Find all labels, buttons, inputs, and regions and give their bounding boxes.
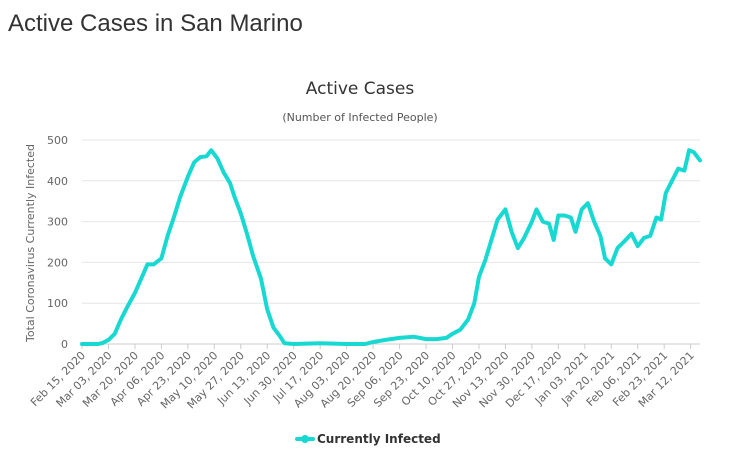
chart-subtitle: (Number of Infected People)	[282, 111, 437, 124]
y-axis-ticks: 0 100 200 300 400 500	[47, 134, 68, 351]
series-layer	[80, 148, 702, 346]
series-line-0[interactable]	[80, 148, 702, 346]
y-tick-label: 200	[47, 256, 68, 269]
y-tick-label: 500	[47, 134, 68, 147]
legend-marker-icon	[301, 435, 309, 443]
grid-lines	[82, 139, 700, 345]
chart-title: Active Cases	[306, 79, 415, 99]
y-tick-label: 300	[47, 216, 68, 229]
y-tick-label: 100	[47, 297, 68, 310]
y-tick-label: 0	[61, 338, 68, 351]
y-axis-title: Total Coronavirus Currently Infected	[24, 144, 37, 343]
legend-label: Currently Infected	[317, 432, 441, 446]
y-tick-label: 400	[47, 175, 68, 188]
page-title: Active Cases in San Marino	[8, 10, 303, 37]
legend[interactable]: Currently Infected	[295, 432, 441, 446]
